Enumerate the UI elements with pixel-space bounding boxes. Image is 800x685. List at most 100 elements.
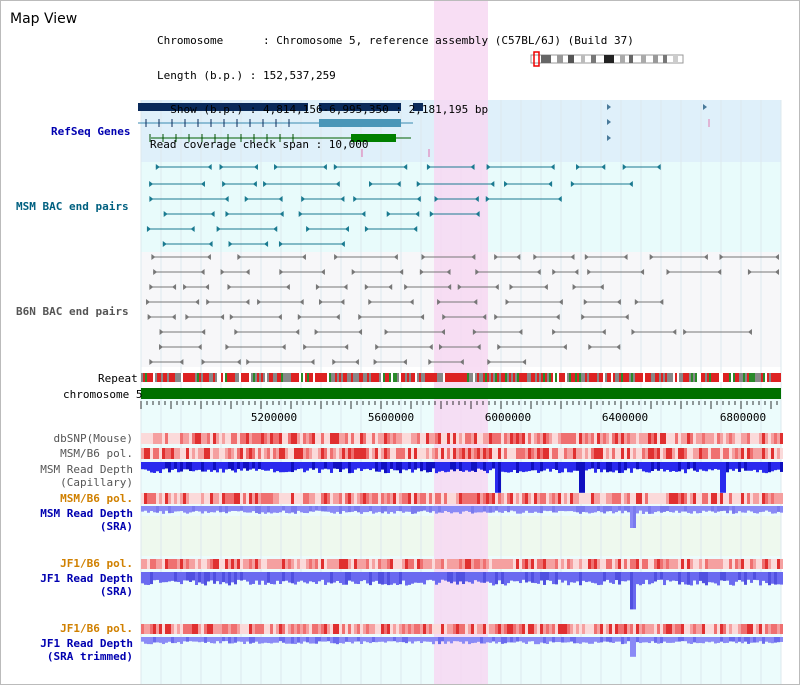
heat-cell: [663, 559, 666, 569]
bac-end: [486, 164, 491, 170]
repeat-segment: [475, 373, 477, 382]
bac-end: [703, 254, 708, 260]
depth-bar: [603, 572, 606, 582]
bac-end: [474, 196, 479, 202]
depth-bar: [438, 462, 441, 472]
heat-cell: [489, 493, 492, 504]
heat-cell: [285, 624, 288, 634]
depth-bar: [258, 637, 261, 644]
heat-cell: [162, 433, 165, 444]
depth-bar: [687, 637, 690, 644]
gene-arrow: [607, 119, 611, 125]
depth-bar: [771, 506, 774, 514]
depth-bar: [297, 506, 300, 511]
depth-bar: [594, 506, 597, 513]
repeat-segment: [441, 373, 443, 382]
heat-cell: [768, 559, 771, 569]
heat-cell: [522, 559, 525, 569]
depth-bar: [393, 572, 396, 584]
depth-bar: [261, 462, 264, 470]
heat-cell: [711, 559, 714, 569]
heat-cell: [498, 493, 501, 504]
depth-bar: [513, 572, 516, 582]
depth-bar: [342, 506, 345, 512]
heat-cell: [171, 624, 174, 634]
track-label-b6n-bac[interactable]: B6N BAC end pairs: [16, 305, 129, 318]
depth-bar: [291, 506, 294, 513]
depth-bar: [630, 506, 633, 528]
depth-bar: [495, 506, 498, 511]
heat-cell: [507, 493, 510, 504]
heat-cell: [360, 448, 363, 459]
repeat-segment: [227, 373, 229, 382]
depth-bar: [492, 506, 495, 513]
bac-end: [428, 344, 433, 350]
repeat-segment: [707, 373, 709, 382]
repeat-segment: [317, 373, 319, 382]
heat-cell: [438, 493, 441, 504]
heat-cell: [378, 448, 381, 459]
heat-cell: [165, 433, 168, 444]
heat-cell: [366, 433, 369, 444]
depth-bar: [480, 637, 483, 644]
repeat-segment: [409, 373, 411, 382]
heat-cell: [774, 448, 777, 459]
depth-bar: [279, 572, 282, 584]
depth-bar: [570, 572, 573, 583]
bac-end: [623, 254, 628, 260]
bac-end: [441, 329, 446, 335]
depth-bar: [756, 572, 759, 581]
depth-bar: [780, 506, 783, 513]
depth-bar: [405, 462, 408, 471]
depth-bar: [375, 506, 378, 513]
depth-bar: [750, 637, 753, 643]
repeat-segment: [705, 373, 707, 382]
heat-cell: [507, 433, 510, 444]
depth-bar: [459, 637, 462, 642]
depth-bar: [723, 462, 726, 493]
heat-cell: [420, 448, 423, 459]
repeat-segment: [383, 373, 385, 382]
depth-bar: [672, 572, 675, 581]
depth-bar: [165, 637, 168, 643]
heat-cell: [696, 624, 699, 634]
heat-cell: [183, 433, 186, 444]
heat-cell: [633, 448, 636, 459]
heat-cell: [735, 624, 738, 634]
heat-cell: [204, 493, 207, 504]
bac-end: [631, 329, 636, 335]
depth-bar: [348, 572, 351, 581]
heat-cell: [315, 433, 318, 444]
repeat-segment: [191, 373, 193, 382]
bac-end: [220, 314, 225, 320]
heat-cell: [423, 493, 426, 504]
depth-bar: [537, 506, 540, 513]
repeat-segment: [171, 373, 173, 382]
track-label-msm-bac[interactable]: MSM BAC end pairs: [16, 200, 129, 213]
depth-bar: [774, 462, 777, 471]
depth-bar: [354, 637, 357, 642]
repeat-segment: [355, 373, 357, 382]
bac-end: [616, 344, 621, 350]
heat-cell: [603, 433, 606, 444]
depth-bar: [660, 572, 663, 580]
heat-cell: [663, 493, 666, 504]
heat-cell: [555, 624, 558, 634]
depth-bar: [519, 637, 522, 642]
heat-cell: [480, 448, 483, 459]
track-label-refseq[interactable]: RefSeq Genes: [51, 125, 131, 138]
repeat-segment: [773, 373, 775, 382]
depth-bar: [765, 637, 768, 642]
heat-cell: [411, 448, 414, 459]
depth-bar: [192, 572, 195, 581]
bac-end: [201, 329, 206, 335]
depth-bar: [213, 506, 216, 513]
heat-cell: [192, 624, 195, 634]
heat-cell: [519, 448, 522, 459]
bac-end: [361, 211, 366, 217]
heat-cell: [693, 559, 696, 569]
bac-end: [555, 314, 560, 320]
depth-bar: [471, 572, 474, 584]
depth-bar: [618, 637, 621, 642]
